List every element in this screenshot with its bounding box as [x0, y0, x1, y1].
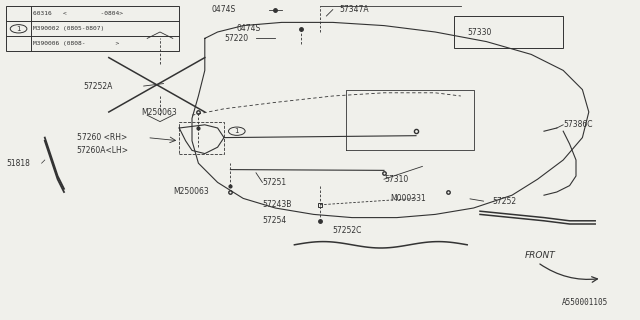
Text: 57243B: 57243B	[262, 200, 292, 209]
Text: A550001105: A550001105	[562, 298, 608, 307]
Text: 1: 1	[234, 128, 239, 134]
Text: M390006 (0808-        >: M390006 (0808- >	[33, 41, 120, 46]
Bar	[179, 122, 224, 154]
Text: 57254: 57254	[262, 216, 287, 225]
Text: M250063: M250063	[173, 188, 209, 196]
Text: 0474S: 0474S	[211, 5, 236, 14]
Text: 57252C: 57252C	[333, 226, 362, 235]
Text: FRONT: FRONT	[525, 252, 556, 260]
Text: 57220: 57220	[224, 34, 248, 43]
Text: 51818: 51818	[6, 159, 30, 168]
Text: 57260 <RH>: 57260 <RH>	[77, 133, 127, 142]
Text: 57347A: 57347A	[339, 5, 369, 14]
Text: 57386C: 57386C	[563, 120, 593, 129]
Text: M000331: M000331	[390, 194, 426, 203]
Bar	[454, 16, 563, 48]
Text: 57251: 57251	[262, 178, 287, 187]
Text: M390002 (0805-0807): M390002 (0805-0807)	[33, 26, 104, 31]
Text: 57252A: 57252A	[83, 82, 113, 91]
Text: 1: 1	[16, 26, 21, 32]
Bar	[6, 6, 179, 51]
Text: 57330: 57330	[467, 28, 492, 36]
Text: 60316   <         -0804>: 60316 < -0804>	[33, 12, 124, 16]
Text: 0474S: 0474S	[237, 24, 261, 33]
Text: 57252: 57252	[493, 197, 517, 206]
Text: 57260A<LH>: 57260A<LH>	[77, 146, 129, 155]
Text: M250063: M250063	[141, 108, 177, 116]
Text: 57310: 57310	[384, 175, 408, 184]
